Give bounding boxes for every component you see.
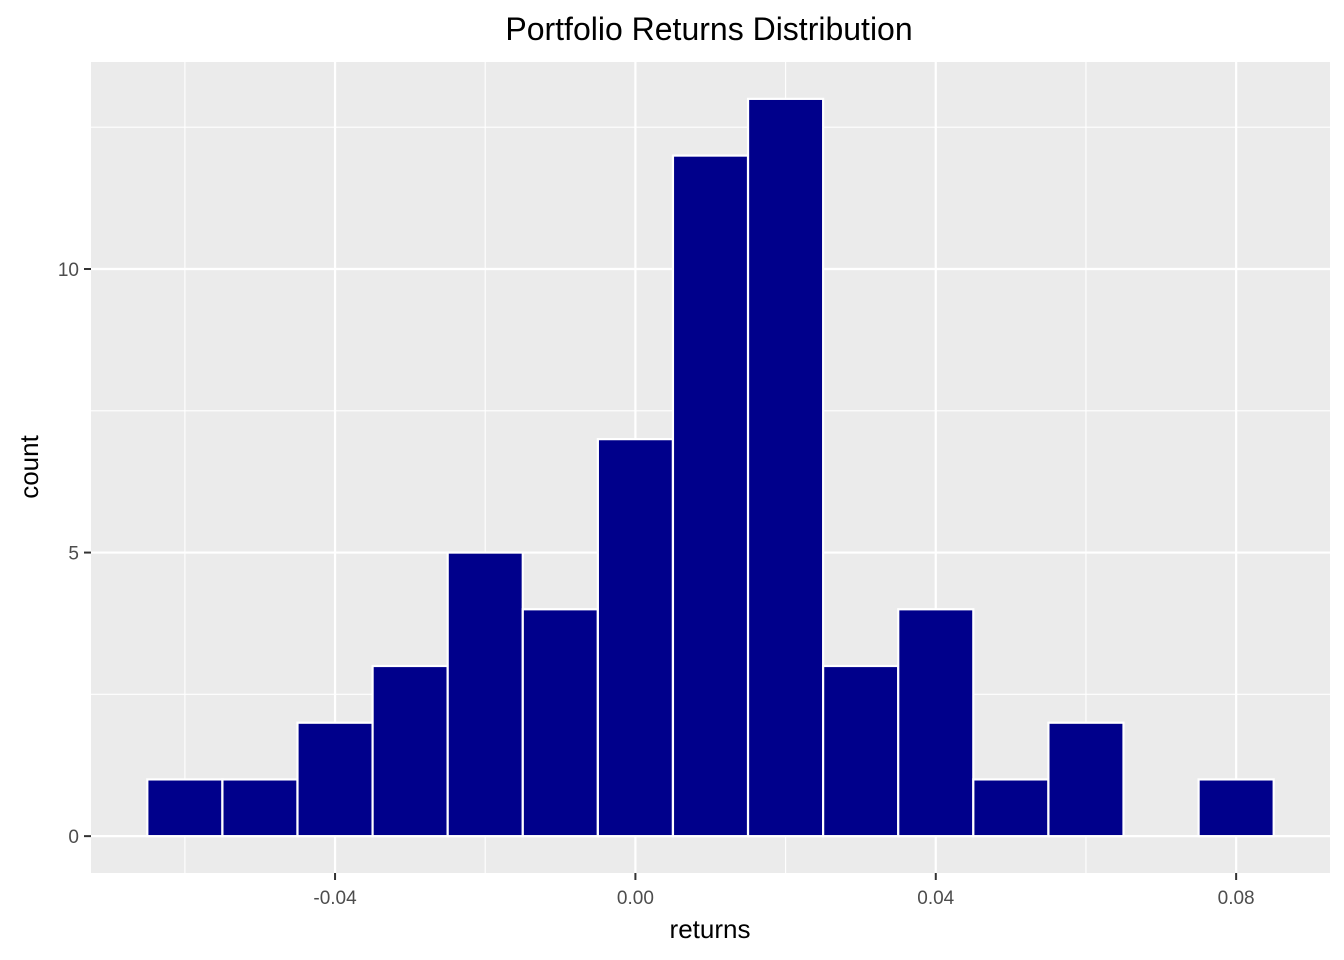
histogram-bar xyxy=(746,97,825,838)
chart-title: Portfolio Returns Distribution xyxy=(505,11,912,47)
y-tick-label: 5 xyxy=(68,544,79,565)
histogram-bar xyxy=(371,664,449,838)
histogram-bar xyxy=(221,778,299,838)
y-axis: 0 5 10 xyxy=(58,260,91,848)
x-axis-title: returns xyxy=(670,914,751,944)
histogram-bar xyxy=(671,154,750,838)
histogram-bar xyxy=(446,551,524,838)
x-axis: -0.04 0.00 0.04 0.08 xyxy=(313,873,1255,909)
histogram-bar xyxy=(146,778,224,838)
x-tick-label: -0.04 xyxy=(313,888,357,909)
histogram-bar xyxy=(972,778,1050,838)
y-tick-label: 0 xyxy=(68,827,79,848)
histogram-bar xyxy=(521,608,599,838)
histogram-bar xyxy=(1197,778,1275,838)
histogram-bar xyxy=(897,608,975,838)
histogram-bar xyxy=(1047,721,1125,838)
histogram-bar xyxy=(296,721,374,838)
x-tick-label: 0.08 xyxy=(1218,888,1255,909)
histogram-bar xyxy=(596,438,675,838)
x-tick-label: 0.04 xyxy=(917,888,954,909)
y-axis-title: count xyxy=(14,434,44,498)
y-tick-label: 10 xyxy=(58,260,79,281)
histogram-bars xyxy=(146,97,1275,838)
histogram-bar xyxy=(822,664,900,838)
x-tick-label: 0.00 xyxy=(617,888,654,909)
